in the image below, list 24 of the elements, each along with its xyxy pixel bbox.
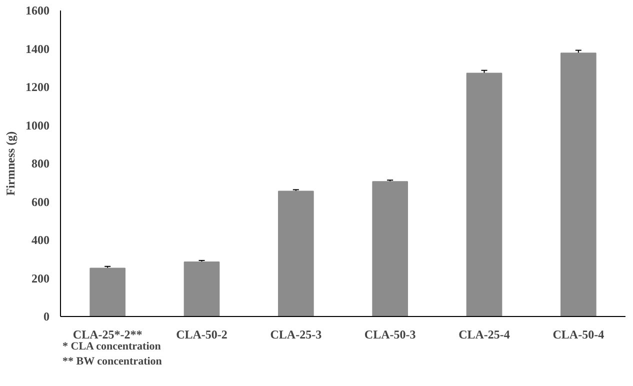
x-tick-label: CLA-50-3 — [364, 328, 416, 342]
y-tick-label: 1400 — [26, 42, 50, 56]
bar — [372, 181, 408, 316]
x-tick-label: CLA-25-4 — [458, 328, 510, 342]
y-tick-label: 1200 — [26, 80, 50, 94]
x-tick-label: CLA-25-3 — [270, 328, 322, 342]
text: ** BW concentration — [62, 356, 162, 368]
bar — [466, 72, 502, 316]
y-tick-label: 200 — [32, 271, 50, 286]
y-tick-label: 600 — [32, 194, 50, 209]
bar — [184, 261, 220, 316]
x-tick-label: CLA-50-4 — [552, 328, 604, 342]
y-axis-title: Firmness (g) — [4, 131, 18, 196]
bar — [90, 268, 126, 316]
x-tick-label: CLA-25*-2** — [72, 328, 142, 342]
y-tick-label: 800 — [32, 156, 50, 170]
y-tick-label: 0 — [44, 310, 50, 324]
x-tick-label: CLA-50-2 — [176, 328, 228, 342]
y-tick-label: 1000 — [26, 118, 50, 132]
bar — [560, 52, 596, 316]
text: * CLA concentration — [62, 340, 161, 352]
bar — [278, 190, 314, 316]
y-tick-label: 400 — [32, 233, 50, 247]
y-tick-label: 1600 — [26, 4, 50, 18]
